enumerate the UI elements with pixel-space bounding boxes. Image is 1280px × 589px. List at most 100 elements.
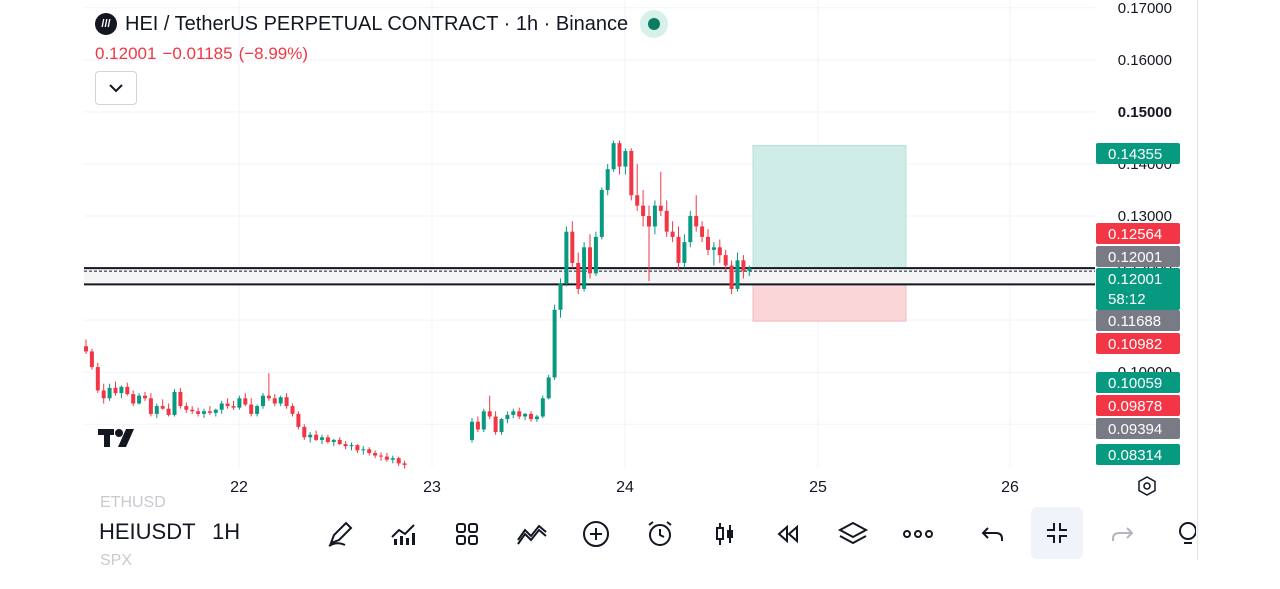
candle-body xyxy=(505,414,510,420)
candle-body xyxy=(558,283,563,310)
bulb-icon[interactable] xyxy=(1170,514,1198,554)
candle-body xyxy=(137,395,142,404)
candle-body xyxy=(564,231,569,284)
candle-body xyxy=(670,231,675,237)
price-label-bg xyxy=(1096,395,1180,416)
price-label-bg xyxy=(1096,246,1180,267)
candle-body xyxy=(723,255,728,266)
price-tick-label: 0.13000 xyxy=(1118,208,1172,225)
candle-body xyxy=(706,236,710,250)
candle-body xyxy=(599,190,604,237)
candle-body xyxy=(546,377,551,399)
candle-body xyxy=(337,439,342,445)
price-label-bg xyxy=(1096,268,1180,310)
undo-icon[interactable] xyxy=(973,514,1013,554)
axis-settings-icon xyxy=(1138,476,1156,496)
candle-body xyxy=(470,421,474,440)
time-axis: 22 23 24 25 26 xyxy=(230,476,1156,496)
price-chart[interactable]: 0.170000.160000.150000.140000.130000.120… xyxy=(0,0,1280,505)
legend-toggle-button[interactable] xyxy=(95,71,137,105)
candle-body xyxy=(747,268,752,271)
candles xyxy=(84,140,752,469)
layers-icon[interactable] xyxy=(833,514,873,554)
price-label-value: 0.12001 xyxy=(1108,249,1162,266)
candle-body xyxy=(396,458,401,464)
symbol-title[interactable]: HEI / TetherUS PERPETUAL CONTRACT · 1h ·… xyxy=(125,12,629,35)
more-icon[interactable] xyxy=(898,514,938,554)
candle-body xyxy=(166,408,171,415)
candle-body xyxy=(540,398,545,417)
position-zones xyxy=(752,145,907,322)
candles-icon[interactable] xyxy=(705,514,745,554)
market-status-icon[interactable] xyxy=(640,10,669,38)
candle-body xyxy=(272,398,277,404)
price-label-bg xyxy=(1096,333,1180,354)
candle-body xyxy=(682,242,687,263)
candle-body xyxy=(243,398,248,405)
pen-icon[interactable] xyxy=(320,514,360,554)
candle-body xyxy=(202,411,206,414)
candle-body xyxy=(481,411,486,430)
alarm-icon[interactable] xyxy=(640,514,680,554)
candle-body xyxy=(266,395,271,399)
candle-body xyxy=(729,265,734,289)
timeframe-button[interactable]: 1H xyxy=(212,519,241,544)
price-label-countdown: 58:12 xyxy=(1108,291,1146,308)
candle-body xyxy=(658,205,663,211)
candle-body xyxy=(552,309,557,378)
layouts-icon[interactable] xyxy=(447,514,487,554)
candle-body xyxy=(694,216,699,227)
candle-body xyxy=(641,205,646,217)
compare-icon[interactable] xyxy=(512,514,552,554)
time-tick-label: 23 xyxy=(423,479,441,496)
candle-body xyxy=(588,247,592,274)
candle-body xyxy=(119,386,124,394)
candle-body xyxy=(148,398,153,414)
candle-body xyxy=(225,403,230,407)
candle-body xyxy=(184,406,189,410)
collapse-icon[interactable] xyxy=(1031,507,1083,559)
candle-body xyxy=(582,247,587,289)
candle-body xyxy=(593,236,598,274)
plus-circle-icon[interactable] xyxy=(576,514,616,554)
last-price: 0.12001 xyxy=(95,44,157,63)
candle-body xyxy=(107,387,112,399)
change-percent: (−8.99%) xyxy=(238,44,309,63)
change-value: −0.01185 xyxy=(162,44,233,63)
candle-body xyxy=(89,351,94,368)
price-label-bg xyxy=(1096,310,1180,331)
price-tick-label: 0.16000 xyxy=(1118,52,1172,69)
indicators-icon[interactable] xyxy=(383,514,423,554)
candle-body xyxy=(219,403,224,410)
candle-body xyxy=(172,392,177,415)
price-tick-label: 0.15000 xyxy=(1118,104,1172,121)
chevron-down-icon xyxy=(109,84,123,93)
price-labels: 0.14355 0.12564 0.12001 0.12001 58:12 0.11688… xyxy=(1096,143,1180,465)
candle-body xyxy=(717,247,722,256)
candle-body xyxy=(529,413,533,420)
time-tick-label: 24 xyxy=(616,479,634,496)
candle-body xyxy=(278,397,283,404)
candle-body xyxy=(475,421,480,430)
price-label-value: 0.10059 xyxy=(1108,375,1162,392)
candle-body xyxy=(629,150,634,196)
candle-body xyxy=(623,150,628,167)
time-tick-label: 22 xyxy=(230,479,248,496)
candle-body xyxy=(367,449,372,453)
symbol-button[interactable]: HEIUSDT xyxy=(99,519,196,544)
replay-icon[interactable] xyxy=(768,514,808,554)
candle-body xyxy=(249,404,254,414)
redo-icon[interactable] xyxy=(1102,514,1142,554)
candle-body xyxy=(517,411,522,417)
candle-body xyxy=(95,367,100,391)
candle-body xyxy=(113,387,118,394)
axis-settings-icon-center xyxy=(1143,482,1151,490)
candle-body xyxy=(308,434,313,438)
price-label-value: 0.08314 xyxy=(1108,447,1162,464)
price-change: 0.12001 −0.01185 (−8.99%) xyxy=(95,44,314,64)
candle-body xyxy=(652,205,657,227)
candle-body xyxy=(190,409,195,412)
candle-body xyxy=(355,445,360,451)
candle-body xyxy=(511,411,516,415)
price-tick-label: 0.17000 xyxy=(1118,0,1172,17)
